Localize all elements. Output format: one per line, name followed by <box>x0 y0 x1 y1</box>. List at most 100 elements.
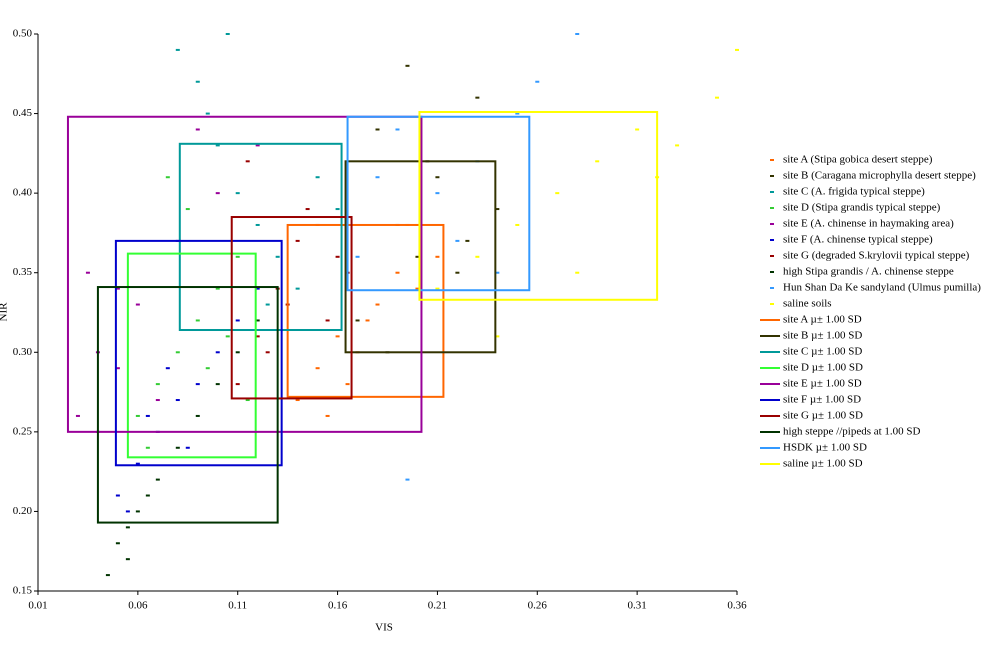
point <box>295 239 300 242</box>
point <box>735 48 739 51</box>
point <box>155 399 160 402</box>
point <box>415 287 420 290</box>
legend-marker <box>770 191 774 193</box>
point <box>75 414 80 417</box>
y-tick-label: 0.20 <box>13 505 33 517</box>
point <box>245 160 250 163</box>
sd-box <box>96 286 279 524</box>
point <box>195 414 200 417</box>
point <box>575 271 580 274</box>
point <box>115 542 120 545</box>
point <box>245 399 250 402</box>
point <box>375 128 380 131</box>
x-tick-label: 0.06 <box>128 600 148 612</box>
legend-label: site G (degraded S.krylovii typical step… <box>783 250 970 262</box>
point <box>295 287 300 290</box>
legend-label: high steppe //pipeds at 1.00 SD <box>783 426 921 438</box>
point <box>165 367 170 370</box>
point <box>455 271 460 274</box>
point <box>135 414 140 417</box>
sd-box <box>286 223 445 398</box>
point <box>175 446 180 449</box>
point <box>225 33 230 35</box>
point <box>195 383 200 386</box>
point <box>465 239 470 242</box>
legend-label: high Stipa grandis / A. chinense steppe <box>783 266 954 278</box>
point <box>595 160 600 163</box>
legend-marker <box>770 223 774 225</box>
point <box>435 255 440 258</box>
point <box>215 351 220 354</box>
point <box>475 96 480 99</box>
legend-label: site C (A. frigida typical steppe) <box>783 186 925 198</box>
legend-label: site G µ± 1.00 SD <box>783 410 863 422</box>
point <box>215 144 220 147</box>
point <box>515 223 520 226</box>
legend-marker <box>770 239 774 241</box>
x-axis-label: VIS <box>375 622 393 634</box>
point <box>145 494 150 497</box>
point <box>325 414 330 417</box>
legend-marker <box>770 255 774 257</box>
point <box>195 80 200 83</box>
legend-marker <box>770 303 774 305</box>
point <box>495 335 500 338</box>
x-tick-label: 0.26 <box>528 600 548 612</box>
point <box>335 335 340 338</box>
point <box>265 351 270 354</box>
x-tick-label: 0.16 <box>328 600 348 612</box>
x-tick-label: 0.01 <box>28 600 47 612</box>
point <box>195 128 200 131</box>
point <box>575 33 580 35</box>
y-tick-label: 0.15 <box>13 585 33 597</box>
sd-box <box>66 115 423 433</box>
point <box>235 351 240 354</box>
x-tick-label: 0.36 <box>727 600 747 612</box>
y-tick-label: 0.40 <box>13 187 33 199</box>
point <box>85 271 90 274</box>
legend-label: site D µ± 1.00 SD <box>783 362 863 374</box>
legend-label: site B (Caragana microphylla desert step… <box>783 170 976 182</box>
point <box>455 239 460 242</box>
point <box>305 208 310 211</box>
point <box>105 574 110 577</box>
point <box>325 319 330 322</box>
point <box>125 558 130 561</box>
point <box>185 446 190 449</box>
legend-label: site F (A. chinense typical steppe) <box>783 234 933 246</box>
point <box>435 176 440 179</box>
point <box>395 128 400 131</box>
point <box>135 462 140 465</box>
point <box>225 335 230 338</box>
point <box>145 446 150 449</box>
point <box>335 208 340 211</box>
point <box>125 526 130 529</box>
y-tick-label: 0.45 <box>13 107 33 119</box>
point <box>535 80 540 83</box>
y-tick-label: 0.35 <box>13 266 33 278</box>
point <box>375 303 380 306</box>
legend-label: site E (A. chinense in haymaking area) <box>783 218 954 230</box>
legend-label: HSDK µ± 1.00 SD <box>783 442 867 454</box>
point <box>155 383 160 386</box>
point <box>475 255 480 258</box>
point <box>295 399 300 402</box>
point <box>405 64 410 67</box>
point <box>235 383 240 386</box>
point <box>495 271 500 274</box>
point <box>255 144 260 147</box>
point <box>115 494 120 497</box>
sd-box <box>126 252 257 459</box>
y-tick-label: 0.25 <box>13 425 33 437</box>
x-tick-label: 0.11 <box>228 600 247 612</box>
legend-label: site A µ± 1.00 SD <box>783 314 862 326</box>
point <box>375 176 380 179</box>
point <box>235 255 240 258</box>
point <box>145 414 150 417</box>
point <box>315 176 320 179</box>
point <box>405 478 410 481</box>
point <box>175 399 180 402</box>
point <box>235 192 240 195</box>
legend-marker <box>770 287 774 289</box>
